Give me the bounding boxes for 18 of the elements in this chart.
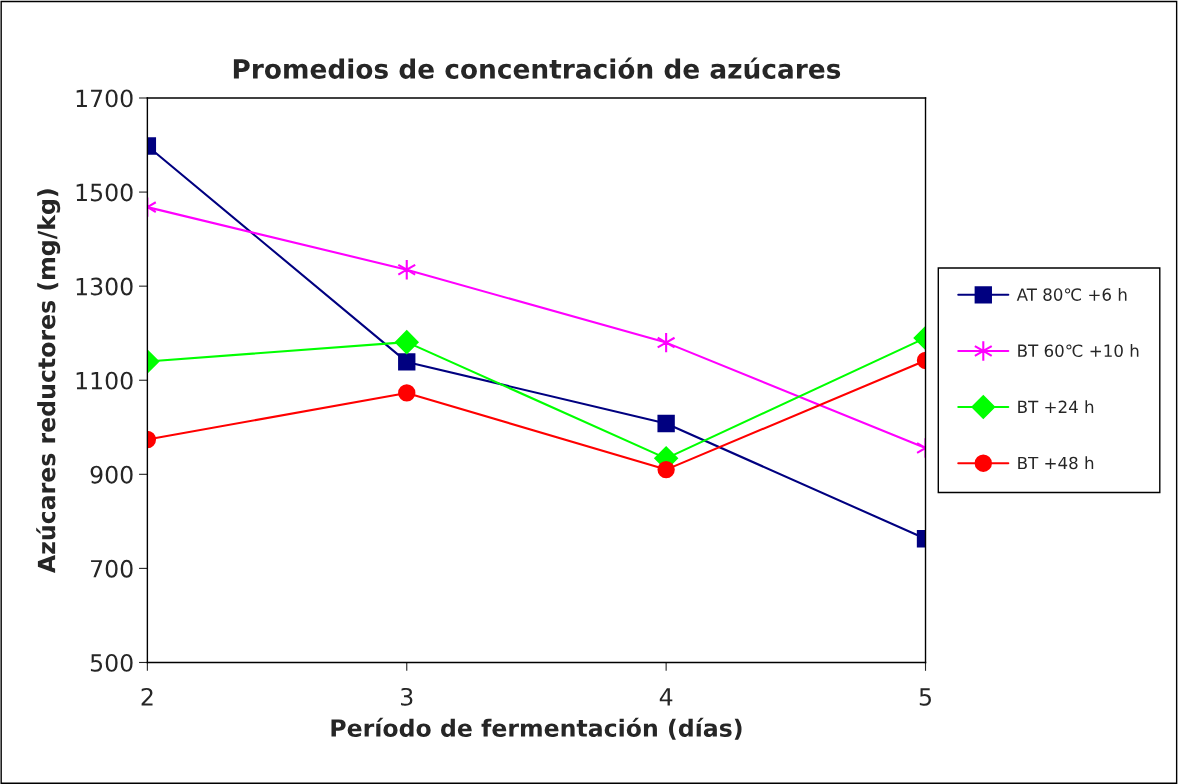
y-tick-label: 500 [90, 653, 133, 672]
y-tick-label: 1100 [76, 371, 133, 390]
x-tick-label: 2 [141, 687, 153, 706]
x-tick-label: 5 [919, 688, 931, 706]
legend-label: BT 60℃ +10 h [1018, 344, 1139, 358]
y-axis-title: Azúcares reductores (mg/kg) [36, 189, 61, 574]
x-tick-label: 4 [659, 688, 673, 706]
y-tick-label: 1700 [76, 89, 133, 108]
x-axis-title: Período de fermentación (días) [331, 717, 742, 740]
legend-label: BT +24 h [1018, 400, 1094, 413]
legend-label: BT +48 h [1018, 456, 1094, 470]
x-tick-label: 3 [401, 687, 413, 706]
y-tick-label: 900 [90, 465, 133, 484]
y-tick-label: 700 [91, 559, 133, 578]
chart-title: Promedios de concentración de azúcares [233, 57, 841, 79]
y-tick-label: 1300 [76, 277, 133, 296]
y-tick-label: 1500 [76, 183, 133, 202]
legend-label: AT 80℃ +6 h [1016, 287, 1127, 301]
